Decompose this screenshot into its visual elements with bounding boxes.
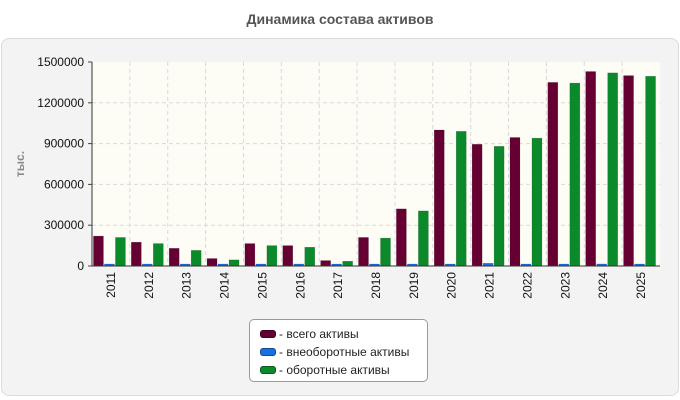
bar-current-assets — [607, 72, 618, 267]
bar-current-assets — [531, 137, 543, 267]
x-tick-label: 2020 — [445, 272, 459, 299]
bar-total-assets — [396, 208, 407, 267]
x-tick-label: 2017 — [331, 272, 345, 299]
legend-swatch-noncurrent — [260, 348, 276, 356]
legend-label-current: - оборотные активы — [279, 363, 390, 377]
x-tick-label: 2025 — [634, 272, 648, 299]
bar-current-assets — [569, 82, 581, 267]
x-tick-label: 2022 — [520, 272, 534, 299]
bar-total-assets — [471, 144, 483, 267]
bar-total-assets — [547, 82, 559, 267]
x-tick-label: 2023 — [558, 272, 572, 299]
bar-current-assets — [115, 237, 126, 267]
legend-item-current: - оборотные активы — [260, 361, 427, 379]
x-tick-label: 2011 — [104, 272, 118, 298]
legend-item-total: - всего активы — [260, 325, 427, 343]
x-tick-label: 2016 — [293, 272, 307, 299]
plot-area — [92, 62, 660, 266]
chart-title: Динамика состава активов — [246, 11, 434, 27]
y-tick-label: 1200000 — [37, 96, 84, 110]
x-tick-label: 2024 — [596, 272, 610, 299]
x-tick-label: 2018 — [369, 272, 383, 299]
legend-swatch-total — [260, 330, 276, 338]
x-tick-label: 2012 — [142, 272, 156, 299]
bar-total-assets — [320, 260, 331, 267]
y-axis-label: тыс. — [13, 151, 27, 177]
legend-swatch-current — [260, 366, 276, 374]
bar-current-assets — [455, 131, 467, 267]
legend-item-noncurrent: - внеоборотные активы — [260, 343, 427, 361]
bar-current-assets — [266, 245, 278, 267]
y-tick-label: 900000 — [44, 137, 84, 151]
bar-total-assets — [433, 129, 445, 267]
legend-label-total: - всего активы — [279, 327, 359, 341]
x-tick-label: 2021 — [483, 272, 497, 299]
bar-current-assets — [418, 210, 429, 267]
y-tick-label: 600000 — [44, 177, 84, 191]
bar-current-assets — [380, 237, 391, 267]
x-tick-label: 2013 — [180, 272, 194, 299]
bar-current-assets — [342, 260, 353, 267]
bar-total-assets — [131, 241, 142, 267]
y-tick-label: 0 — [77, 259, 84, 273]
bar-total-assets — [623, 75, 634, 267]
bar-current-assets — [304, 246, 316, 267]
bar-current-assets — [493, 146, 505, 267]
y-tick-label: 300000 — [44, 218, 84, 232]
bar-total-assets — [168, 248, 180, 267]
chart-legend: - всего активы - внеоборотные активы - о… — [249, 319, 428, 382]
x-tick-label: 2015 — [255, 272, 269, 299]
bar-total-assets — [206, 258, 218, 267]
bar-total-assets — [509, 137, 521, 267]
x-tick-label: 2014 — [218, 272, 232, 299]
bar-current-assets — [228, 259, 240, 267]
y-tick-label: 1500000 — [37, 55, 84, 69]
legend-label-noncurrent: - внеоборотные активы — [279, 345, 410, 359]
x-tick-label: 2019 — [407, 272, 421, 299]
bar-current-assets — [645, 76, 656, 267]
bar-total-assets — [358, 237, 369, 267]
bar-total-assets — [93, 235, 104, 267]
bar-current-assets — [190, 250, 202, 267]
bar-current-assets — [153, 243, 164, 267]
bar-total-assets — [282, 245, 294, 267]
bar-total-assets — [244, 243, 256, 267]
bar-total-assets — [585, 71, 596, 267]
